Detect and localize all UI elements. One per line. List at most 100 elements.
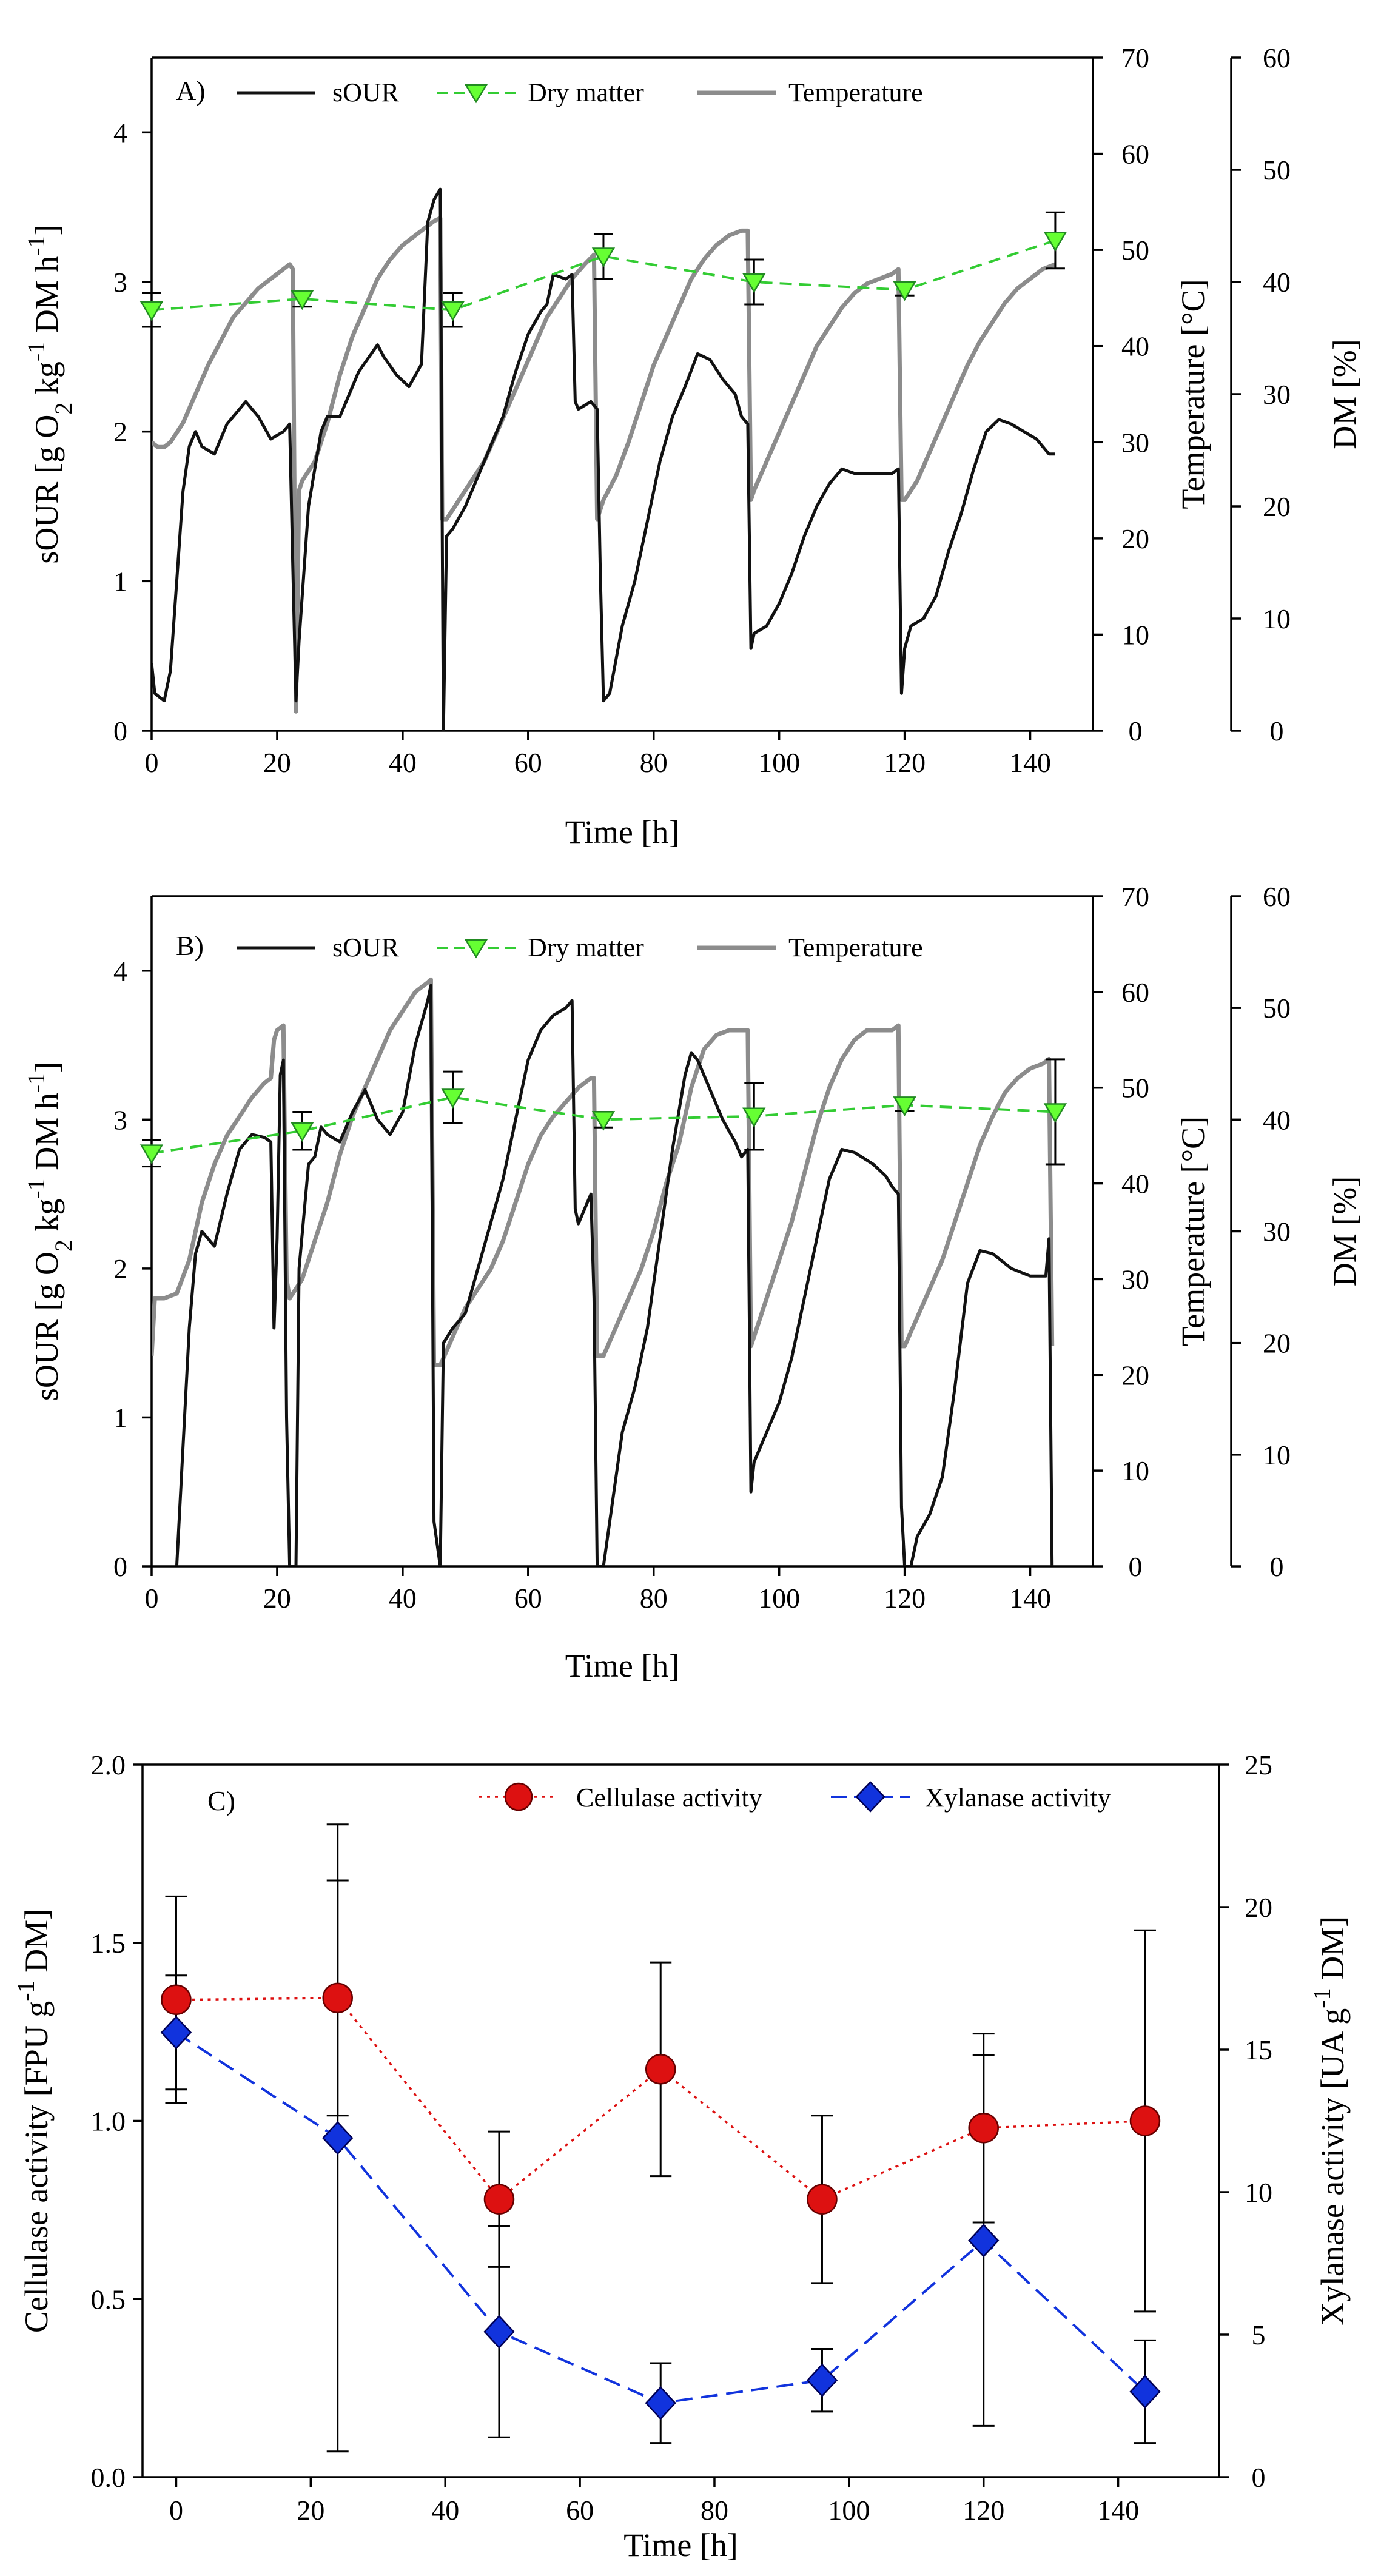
panel-c-x-axis-label: Time [h] xyxy=(623,2527,738,2563)
panel-c: 0 20 40 60 80 100 120 140 0.0 0.5 1.0 1.5 2.0 0 5 10 15 2… xyxy=(12,1749,1351,2563)
panel-b-x-tick-label: 80 xyxy=(640,1583,668,1614)
panel-a-y2-tick-label: 50 xyxy=(1121,235,1149,266)
panel-b-y-axis-label: sOUR [g O2 kg-1 DM h-1] xyxy=(22,1062,77,1401)
panel-b-legend-temperature-label: Temperature xyxy=(788,933,923,962)
panel-a-sour-line xyxy=(152,187,1055,731)
panel-a-x-tick-label: 120 xyxy=(884,747,926,778)
panel-b-y-tick-label: 0 xyxy=(113,1551,127,1582)
panel-c-legend-cellulase-marker xyxy=(504,1782,533,1811)
panel-a-x-tick-label: 40 xyxy=(389,747,417,778)
panel-b: 0 20 40 60 80 100 120 1400123401020304050607001… xyxy=(22,881,1363,1684)
panel-a-y3-axis-label: DM [%] xyxy=(1326,339,1363,449)
panel-b-x-tick-label: 140 xyxy=(1009,1583,1051,1614)
panel-b-panel-label: B) xyxy=(176,930,204,961)
panel-a-temperature-line xyxy=(152,216,1057,714)
panel-b-dry-matter-point xyxy=(441,1088,465,1109)
panel-b-y3-tick-label: 40 xyxy=(1263,1104,1291,1135)
panel-a-x-tick-label: 100 xyxy=(758,747,800,778)
panel-b-y3-tick-label: 20 xyxy=(1263,1328,1291,1359)
xylanase-point xyxy=(806,2363,838,2398)
panel-c-y-tick-label: 1.5 xyxy=(91,1928,126,1959)
panel-a-legend-sour-label: sOUR xyxy=(332,78,400,107)
panel-a-dry-matter-point xyxy=(291,290,314,310)
panel-c-x-tick-label: 80 xyxy=(701,2495,728,2526)
panel-b-legend-sour-label: sOUR xyxy=(332,933,400,962)
xylanase-point xyxy=(160,2015,192,2050)
panel-c-x-tick-label: 60 xyxy=(566,2495,594,2526)
panel-c-x-tick-label: 120 xyxy=(963,2495,1004,2526)
panel-b-dry-matter-point xyxy=(139,1144,164,1165)
panel-a-y-axis-label: sOUR [g O2 kg-1 DM h-1] xyxy=(22,224,77,563)
panel-b-dry-matter-point xyxy=(1043,1103,1067,1123)
panel-b-y2-axis-label: Temperature [°C] xyxy=(1175,1116,1211,1346)
panel-a-dry-matter-point xyxy=(441,301,465,321)
panel-a-y3-tick-label: 50 xyxy=(1263,155,1291,186)
cellulase-point xyxy=(322,1982,353,2014)
panel-a-y2-tick-label: 0 xyxy=(1129,716,1143,746)
panel-b-x-tick-label: 100 xyxy=(758,1583,800,1614)
panel-b-y2-tick-label: 50 xyxy=(1121,1073,1149,1104)
panel-c-x-tick-label: 40 xyxy=(431,2495,459,2526)
panel-a-y3-tick-label: 0 xyxy=(1270,716,1284,746)
panel-b-y-tick-label: 2 xyxy=(113,1253,127,1284)
cellulase-point xyxy=(1129,2105,1161,2136)
panel-a-y-tick-label: 3 xyxy=(113,267,127,298)
panel-c-y-tick-label: 0.0 xyxy=(91,2462,126,2493)
panel-c-y2-tick-label: 5 xyxy=(1252,2319,1266,2350)
panel-a-x-tick-label: 60 xyxy=(514,747,542,778)
panel-b-y2-tick-label: 10 xyxy=(1121,1455,1149,1486)
xylanase-point xyxy=(483,2315,515,2349)
panel-b-x-tick-label: 60 xyxy=(514,1583,542,1614)
panel-c-y2-tick-label: 10 xyxy=(1245,2177,1272,2208)
panel-c-x-tick-label: 0 xyxy=(169,2495,183,2526)
panel-a-x-tick-label: 20 xyxy=(263,747,291,778)
panel-b-y3-axis-label: DM [%] xyxy=(1326,1176,1363,1286)
panel-b-y3-tick-label: 0 xyxy=(1270,1551,1284,1582)
panel-b-y2-tick-label: 70 xyxy=(1121,881,1149,912)
panel-c-legend-cellulase-label: Cellulase activity xyxy=(576,1783,762,1813)
panel-a-legend-dm-marker xyxy=(464,84,488,104)
panel-c-panel-label: C) xyxy=(207,1785,235,1816)
panel-b-dry-matter-point xyxy=(291,1122,314,1142)
panel-a-y2-axis-label-group: Temperature [°C] xyxy=(1175,279,1211,509)
panel-b-legend-dm-marker xyxy=(464,939,488,959)
panel-c-legend-xylanase-marker xyxy=(855,1781,885,1813)
panel-b-y3-tick-label: 50 xyxy=(1263,993,1291,1024)
panel-c-y2-tick-label: 25 xyxy=(1245,1749,1272,1780)
panel-a-x-tick-label: 80 xyxy=(640,747,668,778)
panel-b-legend-dm-label: Dry matter xyxy=(528,933,644,962)
xylanase-point xyxy=(968,2224,1000,2258)
panel-b-x-axis-label: Time [h] xyxy=(565,1648,680,1684)
panel-b-dry-matter-point xyxy=(742,1107,766,1128)
panel-b-y-tick-label: 3 xyxy=(113,1104,127,1135)
cellulase-point xyxy=(161,1984,192,2015)
panel-a-dry-matter-point xyxy=(1043,232,1067,252)
panel-b-y-axis-label-group: sOUR [g O2 kg-1 DM h-1] xyxy=(22,1062,77,1401)
panel-a-dry-matter-point xyxy=(742,273,766,293)
panel-a-y2-axis-label: Temperature [°C] xyxy=(1175,279,1211,509)
panel-b-plot-area xyxy=(152,977,1055,1566)
cellulase-point xyxy=(483,2184,515,2215)
panel-a-y2-tick-label: 30 xyxy=(1121,427,1149,458)
cellulase-point xyxy=(968,2113,999,2144)
panel-a: 0 20 40 60 80 100 120 1400123401020304050607001… xyxy=(22,42,1363,850)
panel-c-legend-xylanase-label: Xylanase activity xyxy=(925,1783,1111,1813)
panel-b-dry-matter-point xyxy=(591,1111,616,1131)
panel-a-x-tick-label: 0 xyxy=(145,747,159,778)
panel-c-y-axis-label-group: Cellulase activity [FPU g-1 DM] xyxy=(12,1909,55,2333)
panel-a-y-axis-label-group: sOUR [g O2 kg-1 DM h-1] xyxy=(22,224,77,563)
panel-b-x-tick-label: 20 xyxy=(263,1583,291,1614)
panel-c-y-axis-label: Cellulase activity [FPU g-1 DM] xyxy=(12,1909,55,2333)
panel-c-y2-tick-label: 15 xyxy=(1245,2034,1272,2065)
panel-b-y2-tick-label: 30 xyxy=(1121,1264,1149,1295)
panel-c-x-tick-label: 100 xyxy=(828,2495,870,2526)
panel-a-plot-area xyxy=(152,187,1057,731)
panel-b-y-tick-label: 1 xyxy=(113,1402,127,1433)
panel-b-x-tick-label: 40 xyxy=(389,1583,417,1614)
panel-a-dry-matter-point xyxy=(591,247,616,267)
panel-b-sour-line xyxy=(175,984,1054,1566)
xylanase-point xyxy=(645,2386,676,2420)
panel-c-y2-axis-label: Xylanase activity [UA g-1 DM] xyxy=(1308,1916,1351,2326)
panel-a-panel-label: A) xyxy=(176,75,206,106)
panel-a-y3-axis-label-group: DM [%] xyxy=(1326,339,1363,449)
